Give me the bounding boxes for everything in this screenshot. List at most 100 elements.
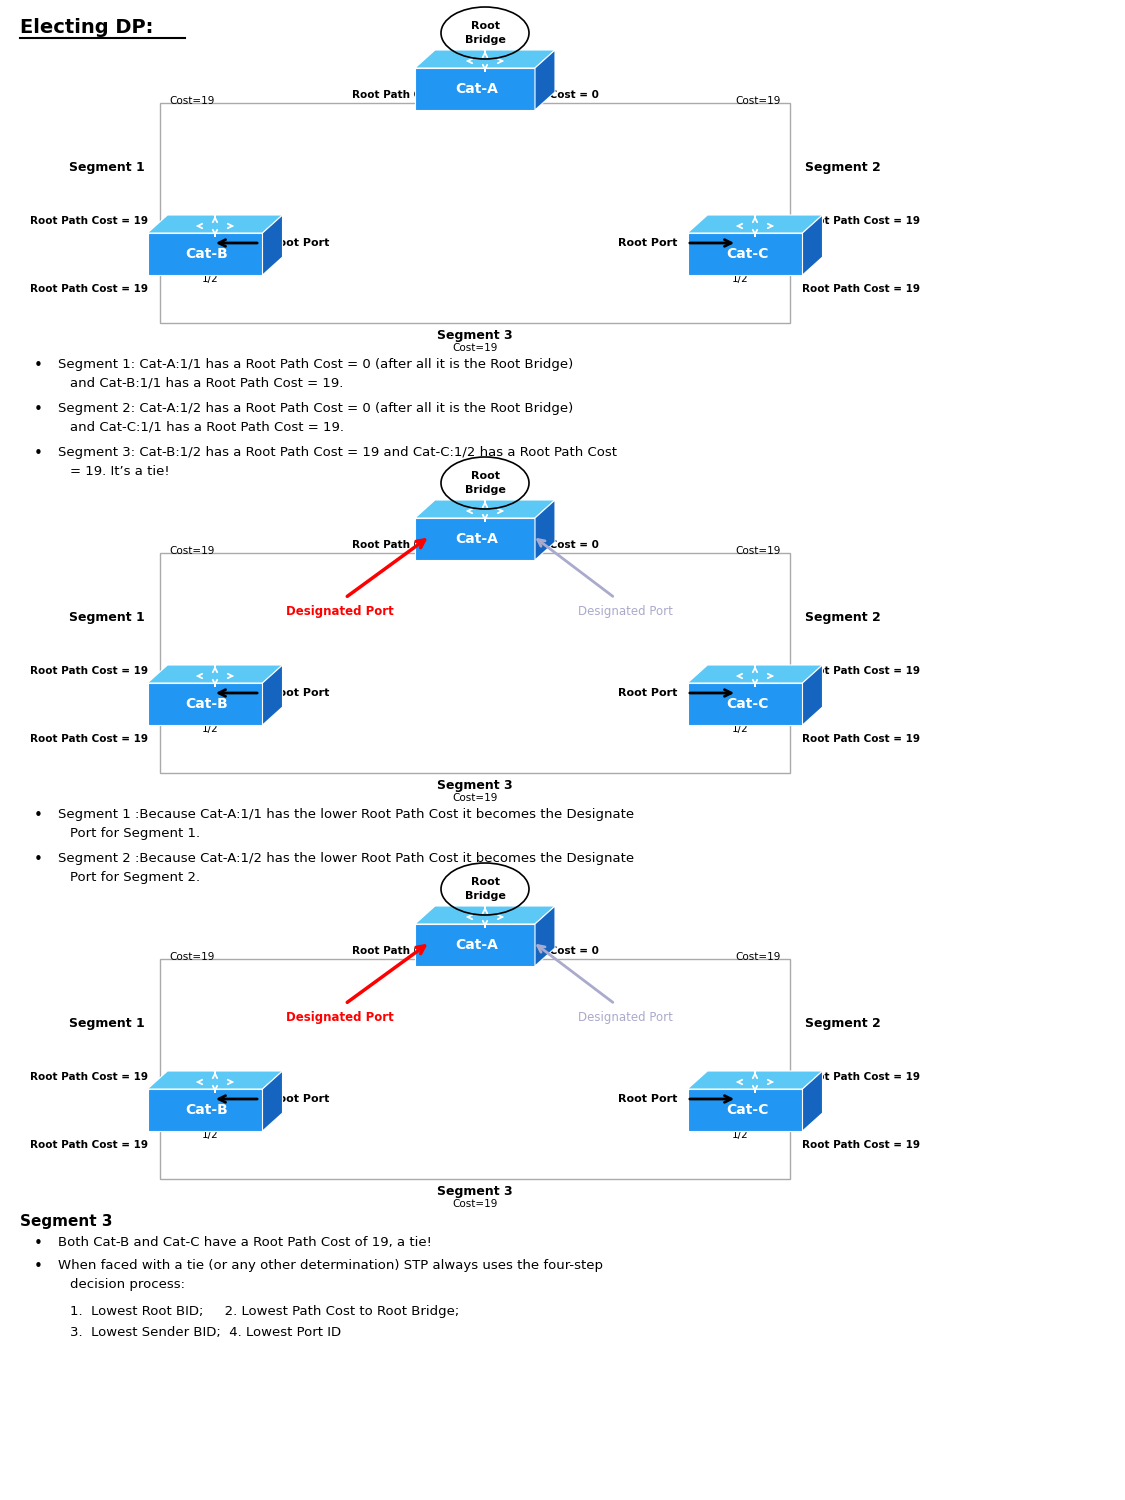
Text: Cost=19: Cost=19 [736,952,781,962]
Text: Root Port: Root Port [270,1094,330,1104]
Text: Designated Port: Designated Port [286,606,394,618]
Text: Cost=19: Cost=19 [736,546,781,556]
Text: •: • [34,852,43,867]
Text: Cost=19: Cost=19 [452,344,497,352]
Text: Root Port: Root Port [270,238,330,248]
Text: 1/1: 1/1 [451,956,468,966]
Polygon shape [147,214,282,232]
Text: Root Path Cost = 19: Root Path Cost = 19 [30,284,148,294]
Text: Root: Root [470,471,500,482]
Polygon shape [536,500,555,560]
Polygon shape [415,50,555,68]
Text: and Cat-B:1/1 has a Root Path Cost = 19.: and Cat-B:1/1 has a Root Path Cost = 19. [70,376,343,390]
Text: Root Path Cost = 19: Root Path Cost = 19 [802,734,920,744]
Text: Segment 3: Cat-B:1/2 has a Root Path Cost = 19 and Cat-C:1/2 has a Root Path Cos: Segment 3: Cat-B:1/2 has a Root Path Cos… [58,446,617,459]
Text: Segment 1: Cat-A:1/1 has a Root Path Cost = 0 (after all it is the Root Bridge): Segment 1: Cat-A:1/1 has a Root Path Cos… [58,358,574,370]
Text: Cat-C: Cat-C [726,248,768,261]
Text: decision process:: decision process: [70,1278,184,1292]
Text: = 19. It’s a tie!: = 19. It’s a tie! [70,465,170,478]
Text: Segment 2: Segment 2 [806,1017,881,1031]
Text: •: • [34,402,43,417]
Text: Segment 1: Segment 1 [70,162,145,174]
Polygon shape [802,664,822,724]
Text: Cost=19: Cost=19 [169,952,215,962]
Text: 1/2: 1/2 [731,274,748,284]
Text: 1/2: 1/2 [201,274,218,284]
Text: Root Path Cost = 19: Root Path Cost = 19 [802,216,920,226]
Polygon shape [687,664,822,682]
Polygon shape [147,1089,262,1131]
Text: Root Path Cost = 0: Root Path Cost = 0 [351,90,462,101]
Polygon shape [147,232,262,274]
Text: Cost=19: Cost=19 [169,96,215,106]
Text: Segment 2 :Because Cat-A:1/2 has the lower Root Path Cost it becomes the Designa: Segment 2 :Because Cat-A:1/2 has the low… [58,852,634,865]
Text: Cat-B: Cat-B [186,698,228,711]
Text: •: • [34,1236,43,1251]
Text: Bridge: Bridge [465,891,505,902]
Text: Root Path Cost = 19: Root Path Cost = 19 [802,1140,920,1150]
Text: 1/1: 1/1 [752,682,768,692]
Text: Root Path Cost = 19: Root Path Cost = 19 [30,666,148,676]
Polygon shape [536,906,555,966]
Text: Cat-A: Cat-A [456,82,498,96]
Polygon shape [687,232,802,274]
Text: Root Path Cost = 0: Root Path Cost = 0 [487,946,598,956]
Text: Root Port: Root Port [618,1094,677,1104]
Text: Segment 3: Segment 3 [20,1214,112,1228]
Text: 1/1: 1/1 [451,100,468,109]
Text: Root Path Cost = 0: Root Path Cost = 0 [351,540,462,550]
Text: 1/2: 1/2 [731,724,748,734]
Text: Root Port: Root Port [270,688,330,698]
Text: Designated Port: Designated Port [577,606,673,618]
Text: Segment 3: Segment 3 [438,778,513,792]
Text: Cat-A: Cat-A [456,938,498,952]
Text: Segment 1: Segment 1 [70,612,145,624]
Polygon shape [147,682,262,724]
Text: Root Path Cost = 19: Root Path Cost = 19 [30,1140,148,1150]
Text: 1/2: 1/2 [485,550,502,560]
Text: Root Path Cost = 0: Root Path Cost = 0 [351,946,462,956]
Text: Root Port: Root Port [618,688,677,698]
Polygon shape [687,1089,802,1131]
Text: Root Path Cost = 19: Root Path Cost = 19 [30,216,148,226]
Polygon shape [687,1071,822,1089]
Text: 1/1: 1/1 [752,1088,768,1098]
Text: Root Path Cost = 19: Root Path Cost = 19 [802,284,920,294]
Text: Cost=19: Cost=19 [736,96,781,106]
Text: 1/2: 1/2 [485,956,502,966]
Polygon shape [415,500,555,517]
Polygon shape [687,682,802,724]
Polygon shape [415,68,536,110]
Text: 1/2: 1/2 [485,100,502,109]
Text: Both Cat-B and Cat-C have a Root Path Cost of 19, a tie!: Both Cat-B and Cat-C have a Root Path Co… [58,1236,432,1250]
Polygon shape [536,50,555,110]
Text: and Cat-C:1/1 has a Root Path Cost = 19.: and Cat-C:1/1 has a Root Path Cost = 19. [70,422,344,434]
Polygon shape [262,664,282,724]
Text: Cat-B: Cat-B [186,248,228,261]
Text: Root Path Cost = 19: Root Path Cost = 19 [30,1072,148,1082]
Text: Root: Root [470,21,500,32]
Text: Bridge: Bridge [465,34,505,45]
Polygon shape [802,214,822,274]
Text: Root Path Cost = 0: Root Path Cost = 0 [487,540,598,550]
Text: Root Port: Root Port [618,238,677,248]
Text: Designated Port: Designated Port [286,1011,394,1025]
Text: Bridge: Bridge [465,484,505,495]
Text: Cost=19: Cost=19 [452,794,497,802]
Text: Cat-C: Cat-C [726,698,768,711]
Text: Cat-B: Cat-B [186,1102,228,1118]
Text: Segment 3: Segment 3 [438,328,513,342]
Polygon shape [687,214,822,232]
Text: Designated Port: Designated Port [577,1011,673,1025]
Text: 1/2: 1/2 [201,724,218,734]
Text: •: • [34,808,43,824]
Text: 1/1: 1/1 [181,232,198,242]
Text: Segment 3: Segment 3 [438,1185,513,1197]
Text: •: • [34,1258,43,1274]
Text: 1/1: 1/1 [181,682,198,692]
Text: Segment 1 :Because Cat-A:1/1 has the lower Root Path Cost it becomes the Designa: Segment 1 :Because Cat-A:1/1 has the low… [58,808,634,820]
Polygon shape [415,906,555,924]
Text: 1/1: 1/1 [451,550,468,560]
Text: Root: Root [470,878,500,886]
Text: 1/1: 1/1 [181,1088,198,1098]
